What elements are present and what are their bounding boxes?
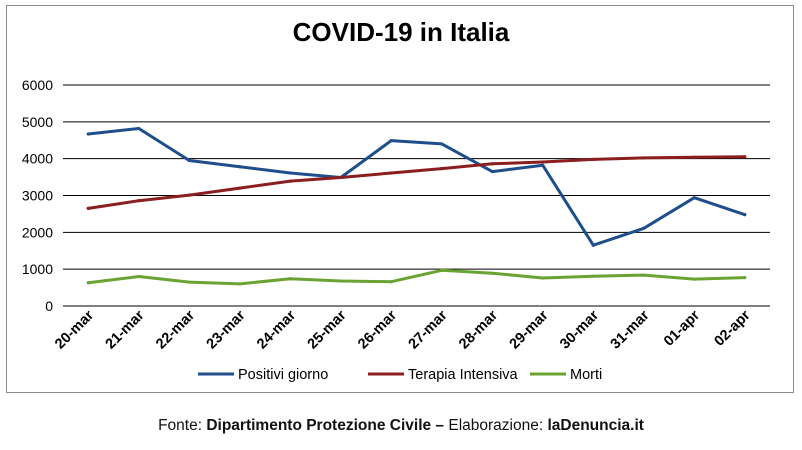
data-point xyxy=(440,268,444,272)
data-point xyxy=(692,196,696,200)
y-tick-label: 4000 xyxy=(22,151,53,167)
x-tick-label: 20-mar xyxy=(52,307,97,352)
data-point xyxy=(743,276,747,280)
chart-frame xyxy=(6,5,794,393)
x-tick-label: 30-mar xyxy=(557,307,602,352)
data-point xyxy=(288,171,292,175)
x-tick-label: 22-mar xyxy=(153,307,198,352)
data-point xyxy=(389,139,393,143)
x-tick-label: 01-apr xyxy=(661,307,703,349)
data-point xyxy=(490,169,494,174)
x-tick-label: 23-mar xyxy=(204,307,249,352)
legend-label: Positivi giorno xyxy=(238,367,328,383)
data-point xyxy=(541,276,545,280)
data-point xyxy=(288,179,292,183)
source-caption: Fonte: Dipartimento Protezione Civile – … xyxy=(0,417,802,435)
data-point xyxy=(743,213,747,217)
y-tick-label: 0 xyxy=(45,298,53,314)
data-point xyxy=(591,243,595,247)
y-tick-label: 1000 xyxy=(22,261,53,277)
grid-lines xyxy=(63,84,770,307)
x-tick-label: 25-mar xyxy=(305,307,350,352)
data-point xyxy=(238,165,242,169)
data-point xyxy=(389,280,393,284)
data-point xyxy=(440,142,444,146)
x-tick-label: 28-mar xyxy=(456,307,501,352)
chart-title: COVID-19 in Italia xyxy=(292,17,510,47)
caption-source: Dipartimento Protezione Civile xyxy=(206,417,432,434)
series-line-1 xyxy=(86,155,747,210)
data-point xyxy=(238,186,242,190)
data-point xyxy=(642,226,646,230)
x-tick-label: 21-mar xyxy=(103,307,148,352)
data-point xyxy=(692,155,696,159)
data-point xyxy=(238,282,242,286)
data-point xyxy=(389,171,393,175)
legend: Positivi giorno Terapia Intensiva Morti xyxy=(198,367,602,383)
series-lines xyxy=(86,126,747,286)
y-tick-label: 2000 xyxy=(22,224,53,240)
data-point xyxy=(137,274,141,279)
data-point xyxy=(137,199,141,203)
series-line-2 xyxy=(86,268,747,286)
legend-label: Morti xyxy=(570,367,602,383)
data-point xyxy=(86,132,90,136)
data-point xyxy=(288,277,292,281)
x-tick-label: 02-apr xyxy=(711,307,753,349)
data-point xyxy=(490,271,494,275)
line-chart: 0 1000 2000 3000 4000 5000 6000 20-mar 21-mar 22… xyxy=(22,77,770,383)
data-point xyxy=(490,162,494,166)
caption-prefix: Fonte: xyxy=(158,417,207,434)
x-tick-label: 29-mar xyxy=(507,307,552,352)
y-axis: 0 1000 2000 3000 4000 5000 6000 xyxy=(22,77,53,314)
data-point xyxy=(187,280,191,284)
data-point xyxy=(743,155,747,159)
data-point xyxy=(591,157,595,162)
y-tick-label: 3000 xyxy=(22,188,53,204)
data-point xyxy=(591,274,595,278)
x-tick-label: 31-mar xyxy=(608,307,653,352)
data-point xyxy=(339,279,343,283)
legend-label: Terapia Intensiva xyxy=(408,367,519,383)
data-point xyxy=(187,158,191,163)
caption-elab-label: Elaborazione: xyxy=(448,417,548,434)
y-tick-label: 5000 xyxy=(22,114,53,130)
x-tick-label: 27-mar xyxy=(406,307,451,352)
data-point xyxy=(187,193,191,197)
data-point xyxy=(86,206,90,210)
data-point xyxy=(541,160,545,164)
data-point xyxy=(692,277,696,281)
data-point xyxy=(137,126,141,131)
series-line-0 xyxy=(86,127,747,247)
caption-elab: laDenuncia.it xyxy=(547,417,644,434)
data-point xyxy=(440,167,444,171)
x-axis: 20-mar 21-mar 22-mar 23-mar 24-mar 25-mar 26-m… xyxy=(52,307,754,352)
data-point xyxy=(339,175,343,180)
data-point xyxy=(86,281,90,285)
caption-dash: – xyxy=(431,417,449,434)
x-tick-label: 24-mar xyxy=(254,307,299,352)
data-point xyxy=(642,273,646,277)
data-point xyxy=(642,156,646,160)
y-tick-label: 6000 xyxy=(22,77,53,93)
data-point xyxy=(541,163,545,167)
x-tick-label: 26-mar xyxy=(355,307,400,352)
